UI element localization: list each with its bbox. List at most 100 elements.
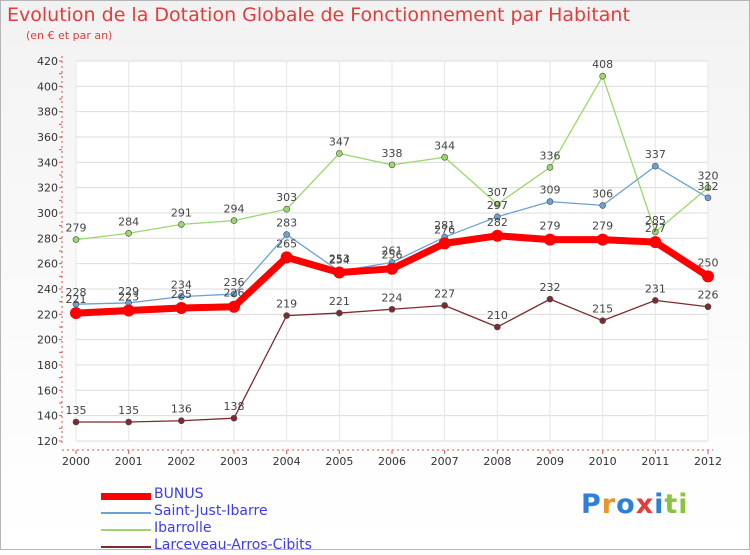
data-label-ibarrolle: 320 <box>698 170 719 183</box>
y-tick-label: 260 <box>37 258 58 271</box>
data-label-ibarrolle: 291 <box>171 206 192 219</box>
x-tick-label: 2001 <box>115 455 143 468</box>
data-label-larceveau-arros-cibits: 136 <box>171 403 192 416</box>
logo-letter: i <box>678 489 689 520</box>
data-label-larceveau-arros-cibits: 232 <box>540 281 561 294</box>
data-label-bunus: 253 <box>329 253 350 266</box>
legend-label: Ibarrolle <box>154 520 212 536</box>
data-point-saint-just-ibarre <box>599 202 606 209</box>
data-label-ibarrolle: 344 <box>434 139 455 152</box>
data-label-ibarrolle: 336 <box>540 149 561 162</box>
data-point-larceveau-arros-cibits <box>546 295 554 303</box>
legend-swatch <box>101 529 151 531</box>
y-tick-label: 200 <box>37 334 58 347</box>
data-label-bunus: 223 <box>118 291 139 304</box>
data-point-bunus <box>122 304 135 317</box>
legend-swatch <box>101 492 151 500</box>
y-tick-label: 240 <box>37 283 58 296</box>
data-label-saint-just-ibarre: 261 <box>382 244 403 257</box>
data-label-ibarrolle: 307 <box>487 186 508 199</box>
data-label-ibarrolle: 285 <box>645 214 666 227</box>
data-label-bunus: 277 <box>645 222 666 235</box>
y-tick-label: 180 <box>37 359 58 372</box>
data-label-larceveau-arros-cibits: 215 <box>592 303 613 316</box>
y-tick-label: 420 <box>37 55 58 68</box>
data-label-larceveau-arros-cibits: 226 <box>698 289 719 302</box>
data-point-ibarrolle <box>125 229 132 237</box>
data-label-bunus: 226 <box>224 287 245 300</box>
data-point-bunus <box>333 266 346 279</box>
data-point-bunus <box>649 236 662 249</box>
data-label-bunus: 282 <box>487 216 508 229</box>
legend-swatch <box>101 512 151 514</box>
x-tick-label: 2000 <box>62 455 90 468</box>
data-point-bunus <box>544 233 556 246</box>
data-label-larceveau-arros-cibits: 135 <box>66 404 87 417</box>
y-tick-label: 160 <box>37 384 58 397</box>
data-point-larceveau-arros-cibits <box>494 323 501 331</box>
data-point-larceveau-arros-cibits <box>599 317 606 324</box>
data-label-ibarrolle: 408 <box>592 58 613 71</box>
data-label-bunus: 279 <box>592 220 613 233</box>
logo-letter: r <box>601 489 617 520</box>
legend-label: BUNUS <box>154 486 204 502</box>
x-tick-label: 2011 <box>641 455 669 468</box>
data-point-bunus <box>70 307 82 320</box>
data-label-larceveau-arros-cibits: 210 <box>487 309 508 322</box>
y-tick-label: 120 <box>37 435 58 448</box>
data-point-larceveau-arros-cibits <box>178 417 185 425</box>
data-point-saint-just-ibarre <box>283 231 290 238</box>
data-label-saint-just-ibarre: 309 <box>540 184 561 197</box>
x-tick-label: 2003 <box>220 455 248 468</box>
data-point-bunus <box>438 237 451 250</box>
logo-letter: t <box>664 489 679 520</box>
data-label-saint-just-ibarre: 236 <box>224 276 245 289</box>
data-label-saint-just-ibarre: 283 <box>276 217 297 230</box>
data-point-larceveau-arros-cibits <box>704 303 712 311</box>
data-point-bunus <box>228 300 240 313</box>
data-label-larceveau-arros-cibits: 135 <box>118 404 139 417</box>
chart-subtitle: (en € et par an) <box>26 29 113 42</box>
data-point-larceveau-arros-cibits <box>441 302 448 309</box>
proxiti-logo: Proxiti <box>581 489 689 520</box>
data-label-ibarrolle: 338 <box>382 147 403 160</box>
data-point-larceveau-arros-cibits <box>283 312 290 319</box>
y-tick-label: 320 <box>37 182 58 195</box>
data-label-bunus: 279 <box>540 220 561 233</box>
data-label-ibarrolle: 294 <box>224 203 245 216</box>
legend-label: Saint-Just-Ibarre <box>154 503 268 519</box>
x-tick-label: 2002 <box>167 455 195 468</box>
data-point-larceveau-arros-cibits <box>388 305 396 313</box>
data-label-larceveau-arros-cibits: 224 <box>382 291 403 304</box>
data-point-saint-just-ibarre <box>546 198 554 205</box>
y-tick-label: 300 <box>37 207 58 220</box>
x-tick-label: 2008 <box>483 455 511 468</box>
data-point-ibarrolle <box>599 72 606 80</box>
data-point-larceveau-arros-cibits <box>72 418 80 426</box>
data-label-saint-just-ibarre: 306 <box>592 187 613 200</box>
x-tick-label: 2005 <box>325 455 353 468</box>
data-point-saint-just-ibarre <box>652 162 659 170</box>
x-tick-label: 2012 <box>694 455 722 468</box>
y-tick-label: 280 <box>37 232 58 245</box>
data-point-bunus <box>702 270 714 283</box>
data-label-larceveau-arros-cibits: 231 <box>645 282 666 295</box>
x-tick-label: 2009 <box>536 455 564 468</box>
data-point-bunus <box>280 251 293 264</box>
legend-label: Larceveau-Arros-Cibits <box>154 537 312 553</box>
data-label-larceveau-arros-cibits: 221 <box>329 295 350 308</box>
data-point-ibarrolle <box>230 217 238 224</box>
data-label-saint-just-ibarre: 297 <box>487 199 508 212</box>
data-label-larceveau-arros-cibits: 219 <box>276 298 297 311</box>
chart-title: Evolution de la Dotation Globale de Fonc… <box>7 4 630 26</box>
data-label-saint-just-ibarre: 281 <box>434 219 455 232</box>
data-label-saint-just-ibarre: 312 <box>698 180 719 193</box>
x-tick-label: 2010 <box>589 455 617 468</box>
data-point-bunus <box>491 229 504 242</box>
y-tick-label: 360 <box>37 131 58 144</box>
data-label-bunus: 276 <box>434 223 455 236</box>
logo-letter: o <box>616 489 636 520</box>
data-point-ibarrolle <box>72 236 80 243</box>
data-point-larceveau-arros-cibits <box>125 418 132 426</box>
